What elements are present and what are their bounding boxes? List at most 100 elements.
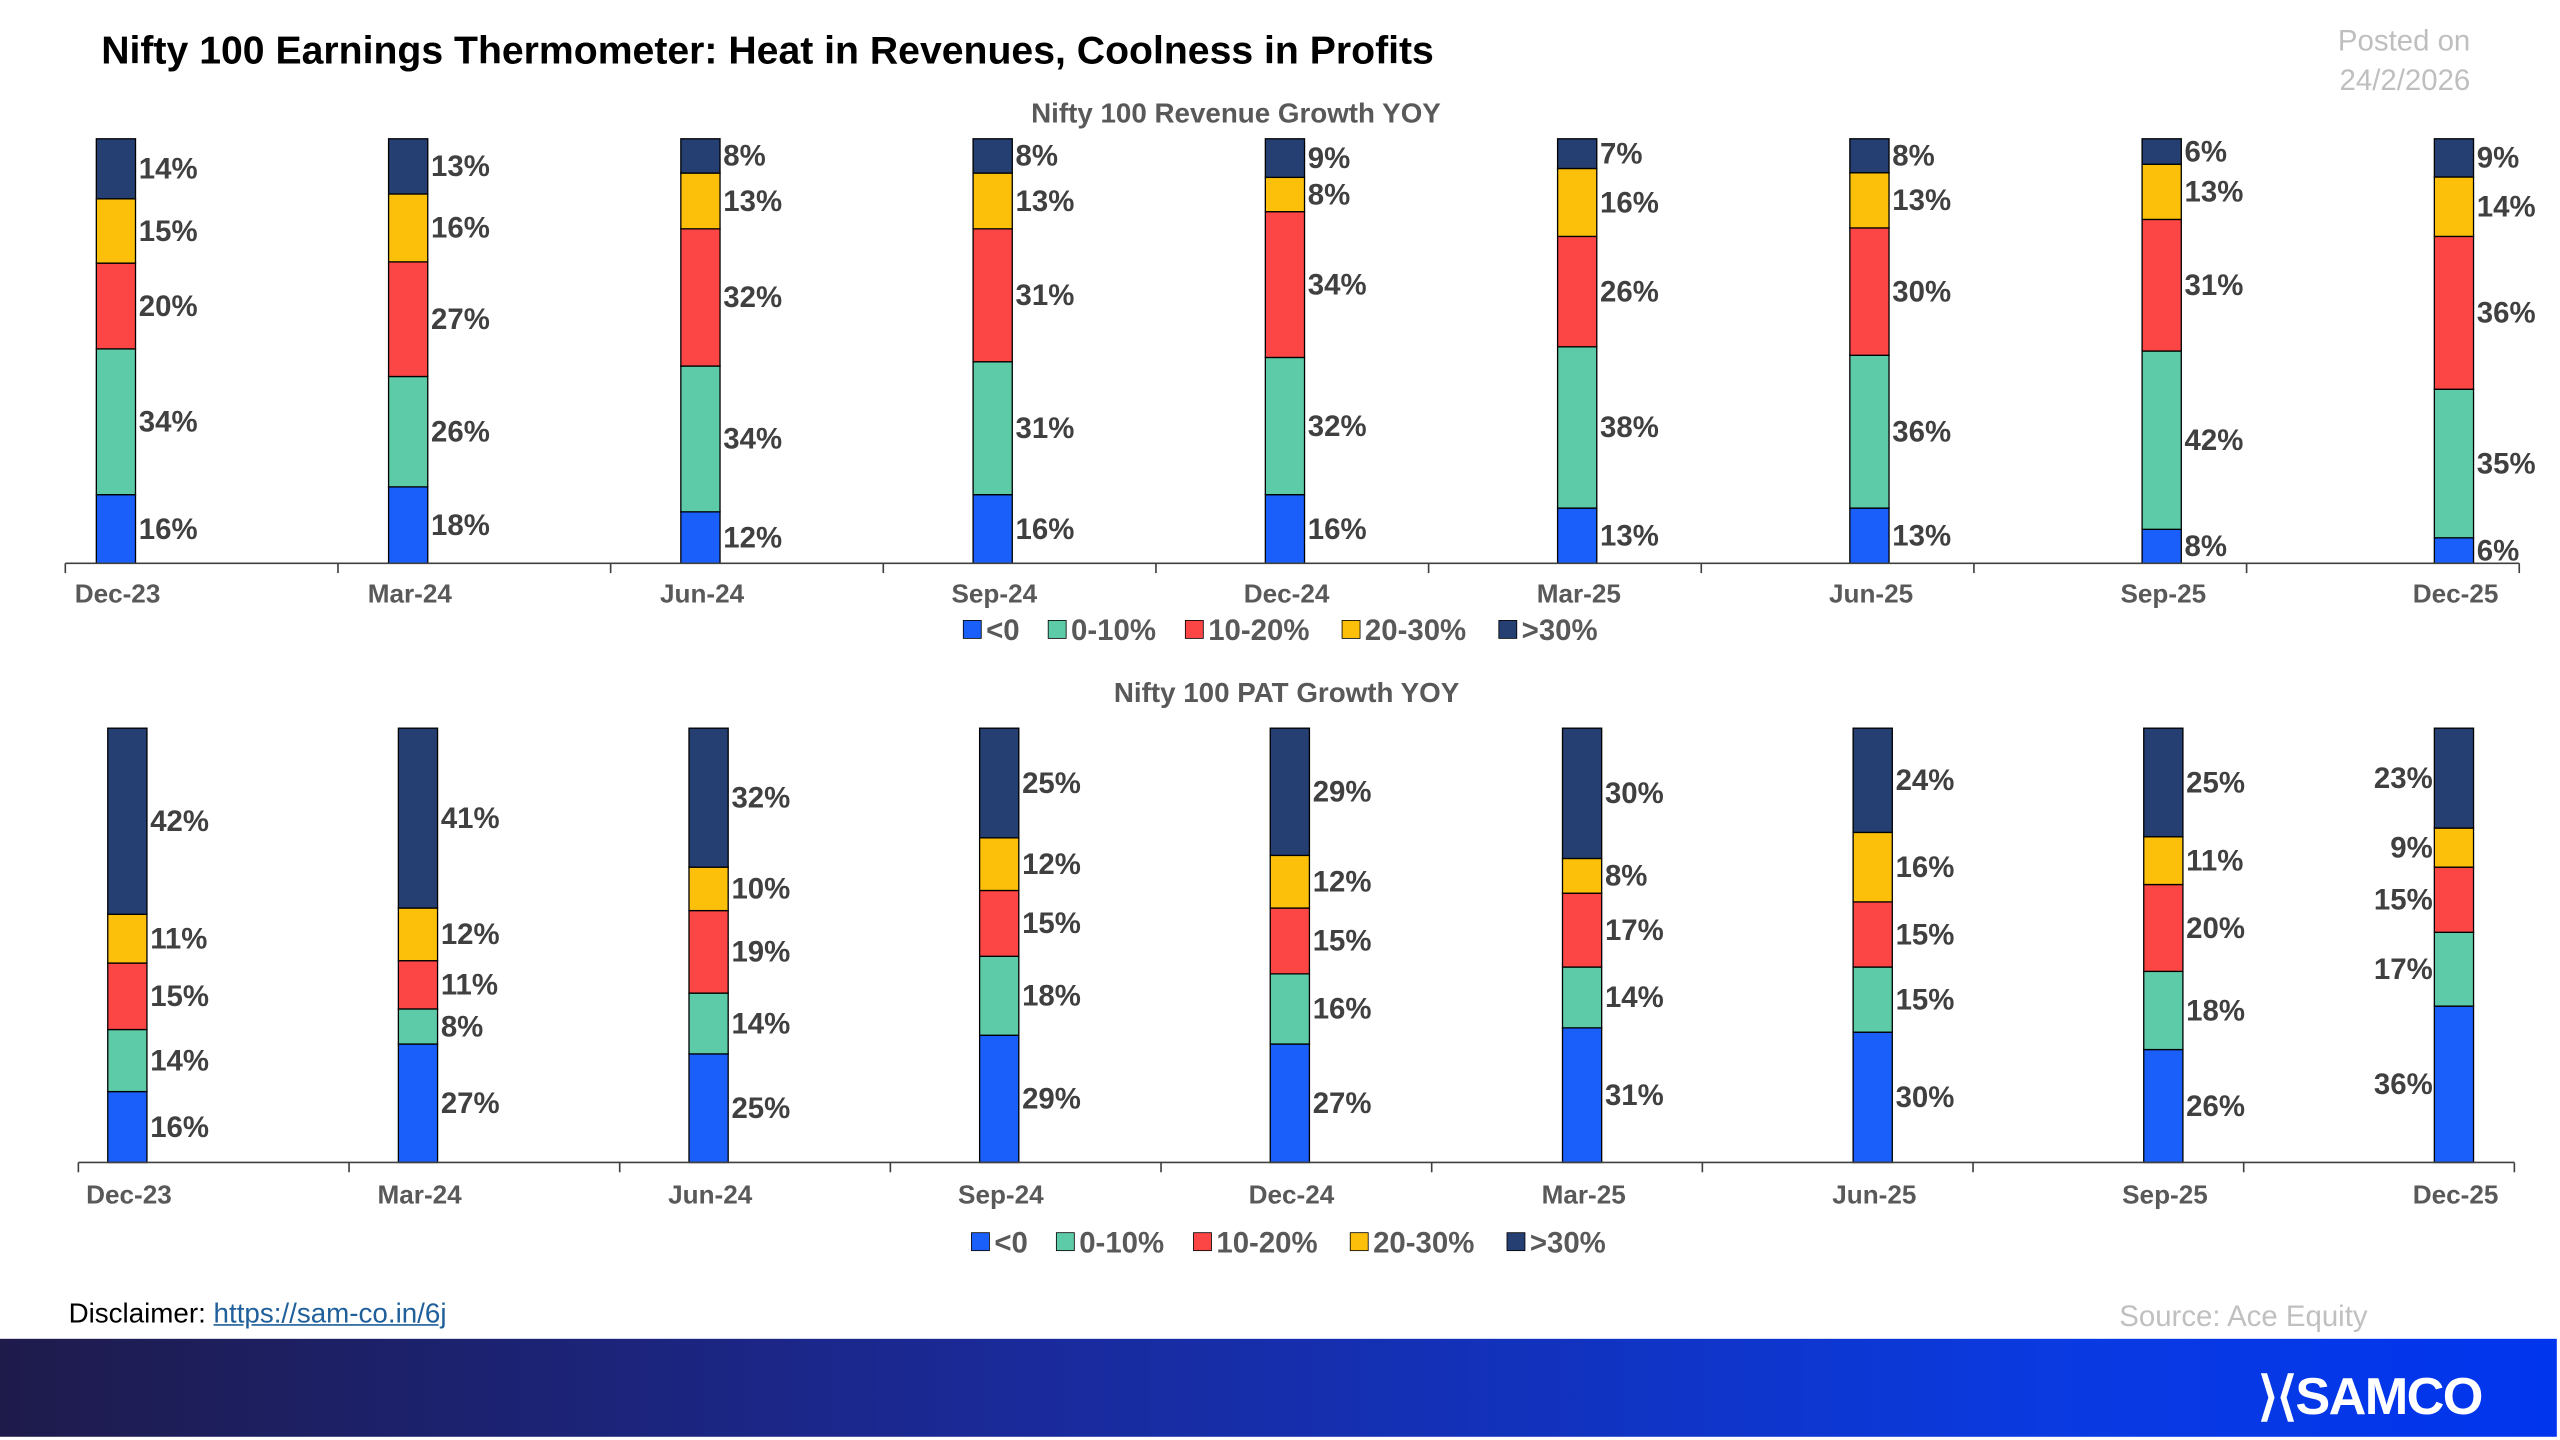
- bar-segment: [2141, 350, 2182, 530]
- bar-segment: [1269, 854, 1311, 909]
- bar-segment: [2141, 163, 2182, 221]
- disclaimer: Disclaimer: https://sam-co.in/6j: [69, 1298, 447, 1331]
- bar-segment: [397, 960, 439, 1010]
- data-label: 31%: [2185, 269, 2244, 302]
- legend-label: <0: [994, 1226, 1027, 1259]
- data-label: 34%: [139, 406, 198, 439]
- legend-label: 20-30%: [1365, 614, 1466, 647]
- disclaimer-label: Disclaimer:: [68, 1297, 206, 1330]
- posted-label: Posted on: [2337, 24, 2471, 58]
- data-label: 20%: [139, 290, 198, 323]
- data-label: 27%: [1313, 1087, 1372, 1120]
- data-label: 34%: [1308, 268, 1367, 301]
- data-label: 15%: [1896, 983, 1955, 1016]
- bar-segment: [2143, 727, 2184, 838]
- data-label: 36%: [2374, 1068, 2433, 1101]
- bar-segment: [2143, 1048, 2184, 1164]
- x-tick-label: Dec-25: [2413, 1179, 2499, 1209]
- data-label: 25%: [1022, 767, 1081, 800]
- data-label: 35%: [2477, 447, 2536, 480]
- data-label: 8%: [2185, 530, 2227, 563]
- legend-label: 0-10%: [1071, 614, 1156, 647]
- data-label: 42%: [150, 805, 209, 838]
- bar-segment: [1849, 507, 1890, 564]
- bar-segment: [2433, 537, 2475, 564]
- bar-segment: [387, 261, 429, 378]
- bar-segment: [107, 962, 148, 1031]
- data-label: 8%: [1308, 178, 1350, 211]
- bar-segment: [1556, 507, 1598, 564]
- bar-segment: [1561, 727, 1603, 860]
- bar-segment: [1849, 138, 1890, 174]
- legend-swatch: [1184, 620, 1204, 639]
- data-label: 42%: [2185, 424, 2244, 457]
- data-label: 11%: [2186, 844, 2243, 877]
- footer-band: [0, 1338, 2557, 1437]
- data-label: 8%: [1016, 140, 1058, 173]
- data-label: 9%: [2477, 142, 2519, 175]
- bar-segment: [2433, 1005, 2475, 1164]
- data-label: 16%: [1016, 513, 1075, 546]
- x-tick-label: Jun-25: [1829, 578, 1913, 608]
- bar-segment: [387, 138, 429, 195]
- data-label: 12%: [1022, 848, 1081, 881]
- bar-segment: [1269, 973, 1311, 1045]
- data-label: 8%: [1605, 860, 1647, 893]
- legend-swatch: [1047, 620, 1067, 639]
- data-label: 14%: [150, 1044, 209, 1077]
- data-label: 16%: [1896, 851, 1955, 884]
- x-tick-label: Sep-24: [958, 1179, 1044, 1209]
- data-label: 8%: [723, 140, 765, 173]
- legend-swatch: [1341, 620, 1361, 639]
- bar-segment: [397, 1043, 439, 1164]
- data-label: 26%: [431, 415, 490, 448]
- data-label: 14%: [1605, 981, 1664, 1014]
- x-tick-label: Dec-25: [2413, 578, 2499, 608]
- data-label: 30%: [1605, 777, 1664, 810]
- bar-segment: [95, 138, 137, 200]
- bar-segment: [1849, 227, 1890, 356]
- disclaimer-link[interactable]: https://sam-co.in/6j: [213, 1297, 447, 1330]
- data-label: 9%: [2390, 831, 2432, 864]
- data-label: 29%: [1022, 1083, 1081, 1116]
- legend-label: <0: [986, 614, 1020, 647]
- logo-icon: ⟩⟨: [2257, 1366, 2297, 1426]
- bar-segment: [1269, 727, 1311, 857]
- bar-segment: [397, 1008, 439, 1045]
- legend-label: 10-20%: [1216, 1226, 1317, 1259]
- bar-segment: [978, 889, 1020, 957]
- data-label: 16%: [431, 212, 490, 245]
- bar-segment: [1556, 138, 1598, 170]
- bar-segment: [1556, 346, 1598, 509]
- bar-segment: [2143, 836, 2184, 886]
- bar-segment: [2141, 218, 2182, 352]
- bar-segment: [95, 348, 137, 496]
- data-label: 18%: [431, 509, 490, 542]
- bar-segment: [680, 172, 721, 230]
- data-label: 8%: [441, 1010, 483, 1043]
- data-label: 16%: [150, 1111, 209, 1144]
- bar-segment: [688, 866, 729, 912]
- data-label: 8%: [1892, 140, 1934, 173]
- data-label: 10%: [731, 873, 790, 906]
- data-label: 13%: [1600, 519, 1659, 552]
- bar-segment: [2141, 138, 2182, 165]
- bar-segment: [387, 193, 429, 263]
- samco-logo: ⟩⟨SAMCO: [2257, 1365, 2483, 1427]
- x-tick-label: Dec-24: [1244, 578, 1330, 608]
- legend-swatch: [962, 620, 982, 639]
- data-label: 15%: [1313, 925, 1372, 958]
- data-label: 17%: [1605, 914, 1664, 947]
- bar-segment: [1852, 901, 1893, 968]
- data-label: 36%: [2477, 297, 2536, 330]
- data-label: 18%: [1022, 980, 1081, 1013]
- data-label: 27%: [441, 1087, 500, 1120]
- bar-segment: [680, 511, 721, 564]
- bar-segment: [387, 375, 429, 488]
- bar-segment: [107, 1090, 148, 1164]
- bar-segment: [972, 494, 1013, 564]
- bar-segment: [978, 837, 1020, 892]
- bar-segment: [2143, 970, 2184, 1051]
